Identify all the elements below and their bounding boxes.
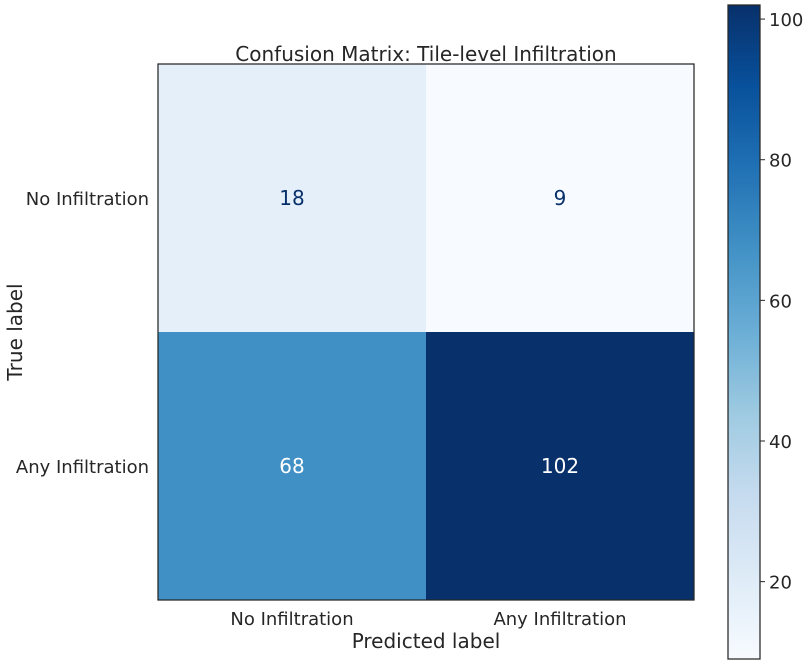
y-tick-label: Any Infiltration — [16, 457, 149, 478]
x-tick-labels: No Infiltration Any Infiltration — [230, 609, 626, 630]
y-tick-label: No Infiltration — [26, 189, 149, 210]
x-tick-label: Any Infiltration — [493, 609, 626, 630]
colorbar-tick-label: 40 — [769, 432, 792, 453]
colorbar-ticks: 20 40 60 80 100 — [760, 10, 803, 594]
y-axis-label: True label — [3, 283, 27, 381]
heatmap-cell — [426, 64, 695, 333]
colorbar-tick-label: 80 — [769, 151, 792, 172]
plot-frame — [157, 63, 695, 601]
x-tick-label: No Infiltration — [230, 609, 353, 630]
cell-value-label: 18 — [279, 186, 304, 210]
cell-value-label: 102 — [541, 454, 579, 478]
heatmap-cell — [426, 332, 695, 601]
heatmap-cells — [158, 64, 695, 601]
heatmap-cell — [158, 64, 427, 333]
x-axis-label: Predicted label — [352, 629, 501, 653]
chart-title: Confusion Matrix: Tile-level Infiltratio… — [235, 42, 616, 66]
colorbar-tick-label: 100 — [769, 10, 803, 31]
y-tick-labels: No Infiltration Any Infiltration — [16, 189, 149, 478]
heatmap-cell-labels: 18 9 68 102 — [279, 186, 579, 478]
colorbar-tick-label: 20 — [769, 573, 792, 594]
cell-value-label: 68 — [279, 454, 304, 478]
heatmap-cell — [158, 332, 427, 601]
colorbar-tick-label: 60 — [769, 291, 792, 312]
cell-value-label: 9 — [554, 186, 567, 210]
colorbar — [727, 4, 761, 660]
